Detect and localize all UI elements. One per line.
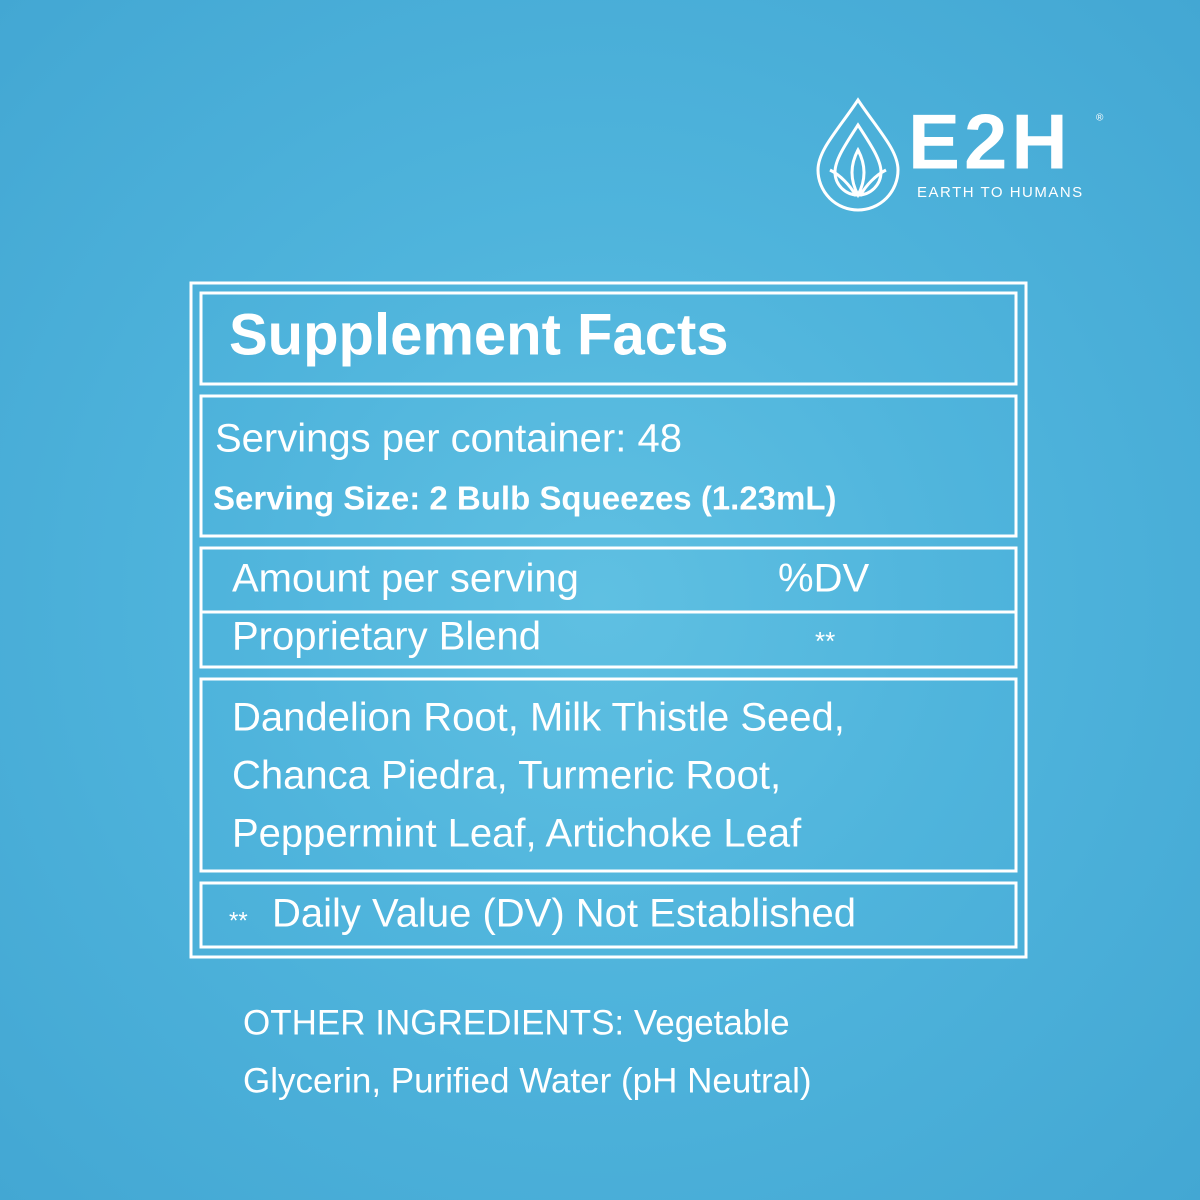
ingredient-line: Peppermint Leaf, Artichoke Leaf — [232, 812, 802, 856]
blend-dv: ** — [815, 626, 835, 656]
amount-box — [199, 546, 1018, 669]
other-ingredients: OTHER INGREDIENTS: Vegetable — [243, 1003, 790, 1042]
ingredient-line: Chanca Piedra, Turmeric Root, — [232, 754, 781, 798]
tagline: EARTH TO HUMANS — [917, 184, 1084, 201]
title-box — [199, 291, 1018, 386]
facts-frame — [189, 281, 1028, 959]
servings: Servings per container: 48 — [215, 417, 682, 461]
leaf-icon — [829, 146, 887, 199]
ingredients-box — [199, 677, 1018, 873]
registered: ® — [1096, 113, 1104, 124]
facts-title: Supplement Facts — [229, 302, 729, 367]
footnote-box — [199, 881, 1018, 949]
amount-header: Amount per serving — [232, 557, 579, 601]
logo — [816, 97, 900, 212]
other-ingredients: Glycerin, Purified Water (pH Neutral) — [243, 1061, 812, 1100]
drop-inner — [833, 122, 883, 197]
blend-name: Proprietary Blend — [232, 615, 541, 659]
serving-size: Serving Size: 2 Bulb Squeezes (1.23mL) — [213, 480, 837, 517]
footnote-text: Daily Value (DV) Not Established — [272, 892, 856, 936]
brand: E2H — [908, 98, 1072, 186]
dv-header: %DV — [778, 557, 869, 601]
serving-box — [199, 394, 1018, 538]
footnote-mark: ** — [229, 907, 248, 934]
drop-icon — [816, 97, 900, 212]
ingredient-line: Dandelion Root, Milk Thistle Seed, — [232, 696, 845, 740]
